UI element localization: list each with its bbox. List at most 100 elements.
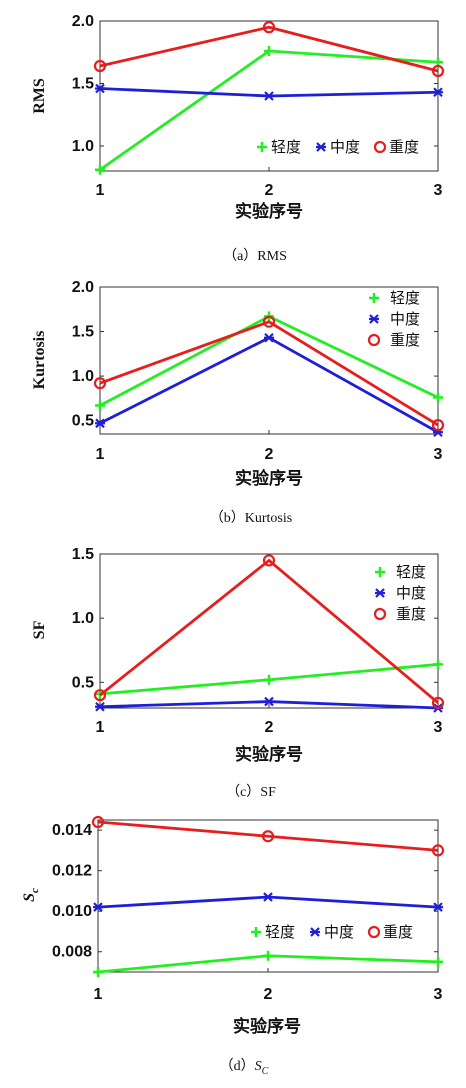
data-point-medium [264,696,274,707]
plot-frame [99,553,439,709]
series-line-medium [99,336,439,434]
panel-sc: 0.008 0.010 0.012 0.014 1 2 3 轻度 中度 重度 Sc 实验序号 （… [21,815,445,1077]
data-point-heavy [262,554,276,567]
series-line-heavy [99,558,439,704]
data-point-light [95,400,105,411]
data-point-heavy [431,418,445,432]
x-tick-label: 1 [96,446,105,463]
x-axis-label: 实验序号 [233,1016,301,1037]
x-tick-label: 2 [265,719,274,736]
data-point-medium [433,87,443,98]
y-tick-label: 2.0 [72,279,94,296]
legend-marker-heavy [373,607,387,621]
x-tick-label: 2 [265,182,274,199]
data-point-medium [433,902,443,912]
y-tick-label: 2.0 [72,13,94,30]
legend-marker-heavy [373,140,387,154]
y-tick-label: 0.010 [52,903,92,920]
data-point-heavy [261,830,275,843]
grid-layer: 0.008 0.010 0.012 0.014 1 2 3 [52,822,443,1003]
legend-label-heavy: 重度 [389,138,419,156]
x-tick-label: 3 [434,182,443,199]
legend-marker-medium [316,142,326,152]
legend: 轻度 中度 重度 [257,138,419,156]
legend: 轻度 中度 重度 [251,923,413,941]
y-tick-label: 1.5 [72,76,94,93]
legend-label-heavy: 重度 [396,605,426,623]
series-line-heavy [99,320,439,427]
data-point-heavy [93,377,107,390]
y-tick-label: 1.5 [72,324,94,341]
y-axis-label: RMS [31,78,48,114]
y-tick-label: 0.008 [52,944,92,961]
data-point-light [433,956,443,967]
y-axis-label: SF [31,620,48,639]
legend-label-heavy: 重度 [390,331,420,349]
y-tick-label: 1.0 [72,138,94,155]
panel-caption: （b）Kurtosis [210,510,292,526]
legend-label-medium: 中度 [396,584,426,602]
data-point-light [95,164,105,175]
x-axis-label: 实验序号 [235,744,303,765]
y-tick-label: 0.014 [52,822,92,839]
x-axis-label: 实验序号 [235,201,303,222]
data-point-heavy [93,59,107,73]
x-tick-label: 1 [96,182,105,199]
data-point-light [264,674,274,685]
legend-label-light: 轻度 [271,138,301,156]
y-tick-label: 1.5 [72,546,94,563]
data-point-medium [93,902,103,912]
legend-label-light: 轻度 [265,923,295,941]
data-point-medium [95,83,105,94]
panel-caption: （a）RMS [223,248,287,264]
legend-label-heavy: 重度 [383,923,413,941]
series-line-heavy [99,25,439,73]
legend-marker-light [369,293,379,303]
series-layer: 轻度 中度 重度 [93,21,445,175]
data-point-heavy [431,64,445,78]
panel-caption: （c）SF [226,784,276,800]
series-layer: 轻度 中度 重度 [91,815,445,977]
legend-marker-medium [375,588,385,598]
data-point-light [264,46,274,56]
grid-layer: 0.5 1.0 1.5 1 2 3 [72,546,443,736]
series-line-light [99,49,439,171]
y-tick-label: 1.0 [72,368,94,385]
y-tick-label: 0.5 [72,413,94,430]
data-point-heavy [91,815,105,829]
legend-marker-medium [369,314,379,324]
y-axis-label: Kurtosis [31,331,48,390]
y-tick-label: 0.5 [72,674,94,691]
legend-marker-light [257,142,267,152]
data-point-light [433,392,443,403]
legend-marker-heavy [367,925,381,939]
x-tick-label: 1 [94,986,103,1003]
legend-marker-light [375,567,385,577]
data-point-heavy [262,21,276,34]
x-tick-label: 3 [434,446,443,463]
y-tick-label: 1.0 [72,610,94,627]
x-tick-label: 2 [265,446,274,463]
data-point-medium [264,91,274,101]
x-tick-label: 1 [96,719,105,736]
data-point-light [93,967,103,977]
legend-label-light: 轻度 [396,563,426,581]
legend-marker-light [251,927,261,937]
data-point-medium [263,892,273,902]
data-point-light [263,950,273,961]
legend-label-medium: 中度 [324,923,354,941]
data-point-medium [264,333,274,343]
legend-label-light: 轻度 [390,289,420,307]
data-point-heavy [431,696,445,709]
data-point-heavy [431,844,445,857]
x-tick-label: 3 [434,719,443,736]
data-point-heavy [262,315,276,328]
x-tick-label: 3 [434,986,443,1003]
legend-label-medium: 中度 [330,138,360,156]
